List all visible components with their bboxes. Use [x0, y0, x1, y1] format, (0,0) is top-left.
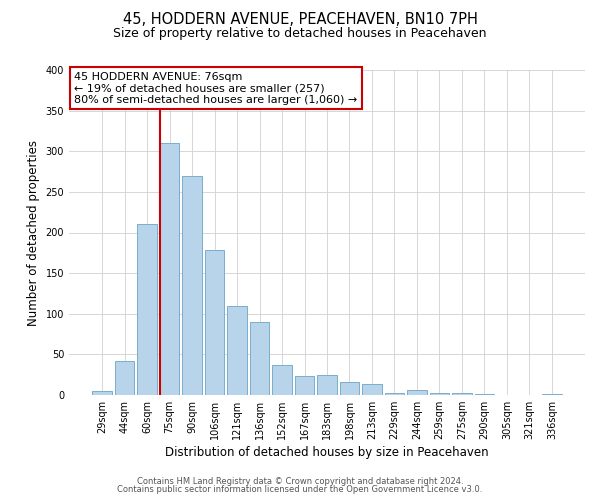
Bar: [160, 143, 179, 395]
Bar: [295, 376, 314, 395]
Bar: [407, 390, 427, 395]
Bar: [137, 224, 157, 395]
Text: Contains public sector information licensed under the Open Government Licence v3: Contains public sector information licen…: [118, 485, 482, 494]
Text: Contains HM Land Registry data © Crown copyright and database right 2024.: Contains HM Land Registry data © Crown c…: [137, 477, 463, 486]
Bar: [92, 391, 112, 395]
Bar: [182, 176, 202, 395]
Text: 45, HODDERN AVENUE, PEACEHAVEN, BN10 7PH: 45, HODDERN AVENUE, PEACEHAVEN, BN10 7PH: [122, 12, 478, 28]
Bar: [227, 306, 247, 395]
Text: 45 HODDERN AVENUE: 76sqm
← 19% of detached houses are smaller (257)
80% of semi-: 45 HODDERN AVENUE: 76sqm ← 19% of detach…: [74, 72, 358, 105]
Bar: [115, 361, 134, 395]
Bar: [452, 394, 472, 395]
Text: Size of property relative to detached houses in Peacehaven: Size of property relative to detached ho…: [113, 28, 487, 40]
Bar: [542, 394, 562, 395]
Bar: [385, 392, 404, 395]
Bar: [317, 374, 337, 395]
Bar: [250, 322, 269, 395]
Bar: [205, 250, 224, 395]
Bar: [430, 392, 449, 395]
X-axis label: Distribution of detached houses by size in Peacehaven: Distribution of detached houses by size …: [165, 446, 489, 460]
Bar: [340, 382, 359, 395]
Bar: [362, 384, 382, 395]
Bar: [475, 394, 494, 395]
Y-axis label: Number of detached properties: Number of detached properties: [27, 140, 40, 326]
Bar: [272, 365, 292, 395]
